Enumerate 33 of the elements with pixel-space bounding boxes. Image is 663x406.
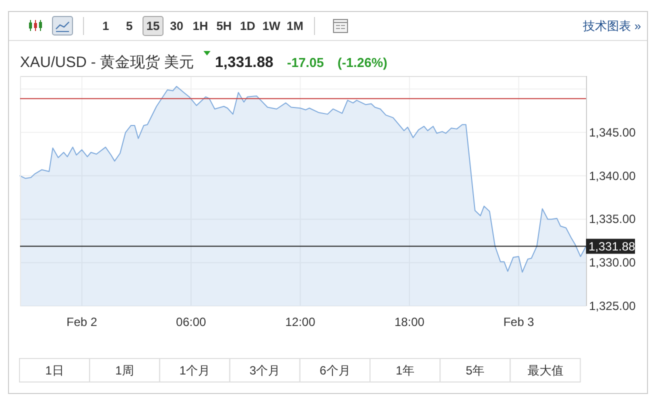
text: 5 [126, 19, 134, 33]
x-tick-label: Feb 3 [503, 315, 534, 329]
y-tick-label: 1,330.00 [589, 256, 636, 270]
text: 1H [192, 19, 208, 33]
x-tick-label: 18:00 [394, 315, 425, 329]
text: 15 [146, 19, 160, 33]
text: 1,331.88 [215, 54, 274, 71]
y-tick-label: 1,335.00 [589, 212, 636, 226]
ref-line-label: 1,331.88 [588, 239, 636, 254]
text: 1周 [115, 364, 134, 378]
text: 1W [262, 19, 281, 33]
text: 1年 [396, 364, 414, 378]
text: 技术图表 » [582, 19, 642, 33]
text: 1 [102, 19, 110, 33]
text: 最大值 [527, 364, 564, 378]
text: 5年 [466, 364, 484, 378]
chart-title: XAU/USD - 黄金现货 美元 [20, 54, 194, 71]
text: 1M [286, 19, 304, 33]
x-tick-label: Feb 2 [66, 315, 98, 329]
y-tick-label: 1,345.00 [589, 125, 636, 140]
y-tick-label: 1,340.00 [589, 168, 636, 183]
text: -17.05 [287, 55, 324, 70]
text: 1个月 [179, 364, 210, 378]
x-tick-label: 06:00 [176, 315, 206, 329]
text: 1日 [45, 364, 64, 378]
y-tick-label: 1,325.00 [589, 299, 636, 313]
x-tick-label: 12:00 [285, 315, 316, 329]
text: 1D [240, 19, 256, 33]
text: 30 [170, 19, 184, 33]
text: 6个月 [320, 364, 350, 378]
text: (-1.26%) [338, 55, 388, 70]
text: 5H [216, 19, 232, 33]
text: 3个月 [250, 364, 280, 378]
